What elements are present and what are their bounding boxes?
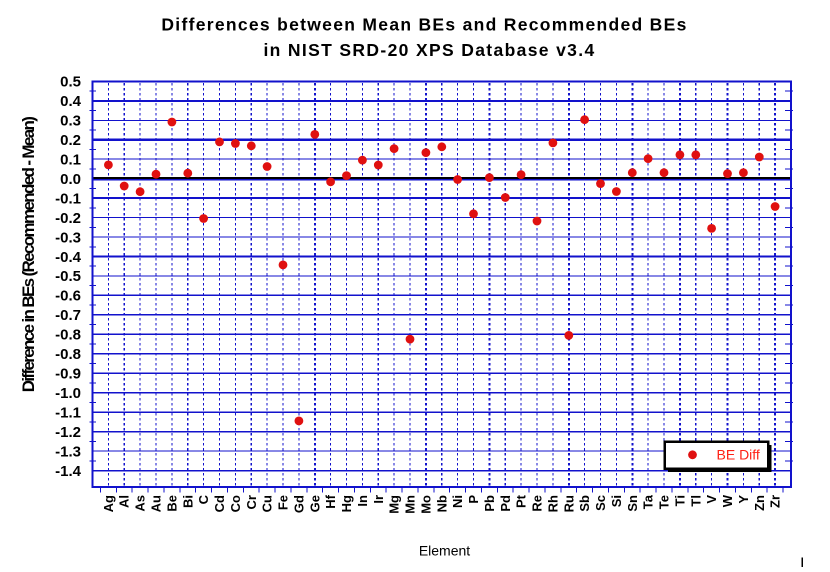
svg-text:Hg: Hg <box>339 495 354 512</box>
svg-text:Au: Au <box>149 495 164 512</box>
svg-text:Cd: Cd <box>212 495 227 512</box>
svg-text:P: P <box>466 495 481 504</box>
svg-text:0.2: 0.2 <box>60 132 81 149</box>
svg-text:0.4: 0.4 <box>60 93 82 110</box>
svg-text:-0.6: -0.6 <box>55 288 81 305</box>
svg-text:In: In <box>355 495 370 507</box>
svg-text:Cu: Cu <box>260 495 275 512</box>
svg-text:0.0: 0.0 <box>60 171 81 188</box>
svg-text:Nb: Nb <box>434 495 449 512</box>
svg-text:-0.7: -0.7 <box>55 307 81 324</box>
svg-text:Mg: Mg <box>387 495 402 514</box>
svg-text:Y: Y <box>736 495 751 504</box>
svg-text:Sc: Sc <box>593 495 608 511</box>
svg-text:-1.3: -1.3 <box>55 443 81 460</box>
svg-text:Mn: Mn <box>403 495 418 514</box>
svg-text:Ru: Ru <box>561 495 576 512</box>
svg-text:-1.0: -1.0 <box>55 385 81 402</box>
svg-text:Pd: Pd <box>498 495 513 512</box>
svg-text:Tl: Tl <box>688 495 703 507</box>
svg-text:As: As <box>133 495 148 512</box>
svg-text:Pb: Pb <box>482 495 497 512</box>
svg-text:-0.1: -0.1 <box>55 190 81 207</box>
svg-text:-1.4: -1.4 <box>55 463 82 480</box>
svg-text:Si: Si <box>609 495 624 507</box>
svg-text:BE Diff: BE Diff <box>717 447 760 463</box>
svg-text:-0.9: -0.9 <box>55 366 81 383</box>
svg-text:-0.8: -0.8 <box>55 327 81 344</box>
svg-text:Difference in BEs (Recommended: Difference in BEs (Recommended - Mean) <box>19 117 38 393</box>
svg-text:-0.5: -0.5 <box>55 268 81 285</box>
svg-text:-1.2: -1.2 <box>55 424 81 441</box>
svg-text:-0.4: -0.4 <box>55 249 82 266</box>
svg-text:Hf: Hf <box>323 494 338 508</box>
svg-text:Pt: Pt <box>514 494 529 508</box>
svg-text:Rh: Rh <box>545 495 560 512</box>
svg-text:Sn: Sn <box>625 495 640 512</box>
svg-text:Fe: Fe <box>276 495 291 510</box>
svg-text:Ir: Ir <box>371 495 386 504</box>
svg-text:Ni: Ni <box>450 495 465 508</box>
svg-text:Zn: Zn <box>752 495 767 511</box>
svg-text:C: C <box>196 494 211 504</box>
svg-text:Sb: Sb <box>577 495 592 512</box>
svg-text:Gd: Gd <box>291 495 306 513</box>
svg-text:Zr: Zr <box>768 495 783 508</box>
svg-text:Co: Co <box>228 495 243 512</box>
svg-text:Cr: Cr <box>244 495 259 509</box>
svg-text:Ag: Ag <box>101 495 116 512</box>
svg-text:Ge: Ge <box>307 495 322 512</box>
svg-text:-0.8: -0.8 <box>55 346 81 363</box>
svg-text:Bi: Bi <box>180 495 195 508</box>
svg-text:Te: Te <box>657 495 672 509</box>
svg-text:Ti: Ti <box>672 495 687 506</box>
svg-text:-0.3: -0.3 <box>55 229 81 246</box>
svg-text:Element: Element <box>419 543 470 559</box>
svg-text:Re: Re <box>530 495 545 512</box>
svg-text:-0.2: -0.2 <box>55 210 81 227</box>
svg-text:Mo: Mo <box>418 495 433 514</box>
svg-text:Al: Al <box>117 495 132 508</box>
svg-text:W: W <box>720 494 735 507</box>
svg-text:V: V <box>704 495 719 504</box>
svg-text:0.3: 0.3 <box>60 113 81 130</box>
svg-text:Be: Be <box>164 495 179 512</box>
svg-text:Differences between Mean BEs a: Differences between Mean BEs and Recomme… <box>161 15 687 35</box>
svg-text:Ta: Ta <box>641 494 656 509</box>
svg-text:-1.1: -1.1 <box>55 404 81 421</box>
svg-text:in NIST SRD-20 XPS Database v3: in NIST SRD-20 XPS Database v3.4 <box>263 40 595 60</box>
svg-text:0.1: 0.1 <box>60 152 81 169</box>
svg-text:0.5: 0.5 <box>60 74 81 91</box>
